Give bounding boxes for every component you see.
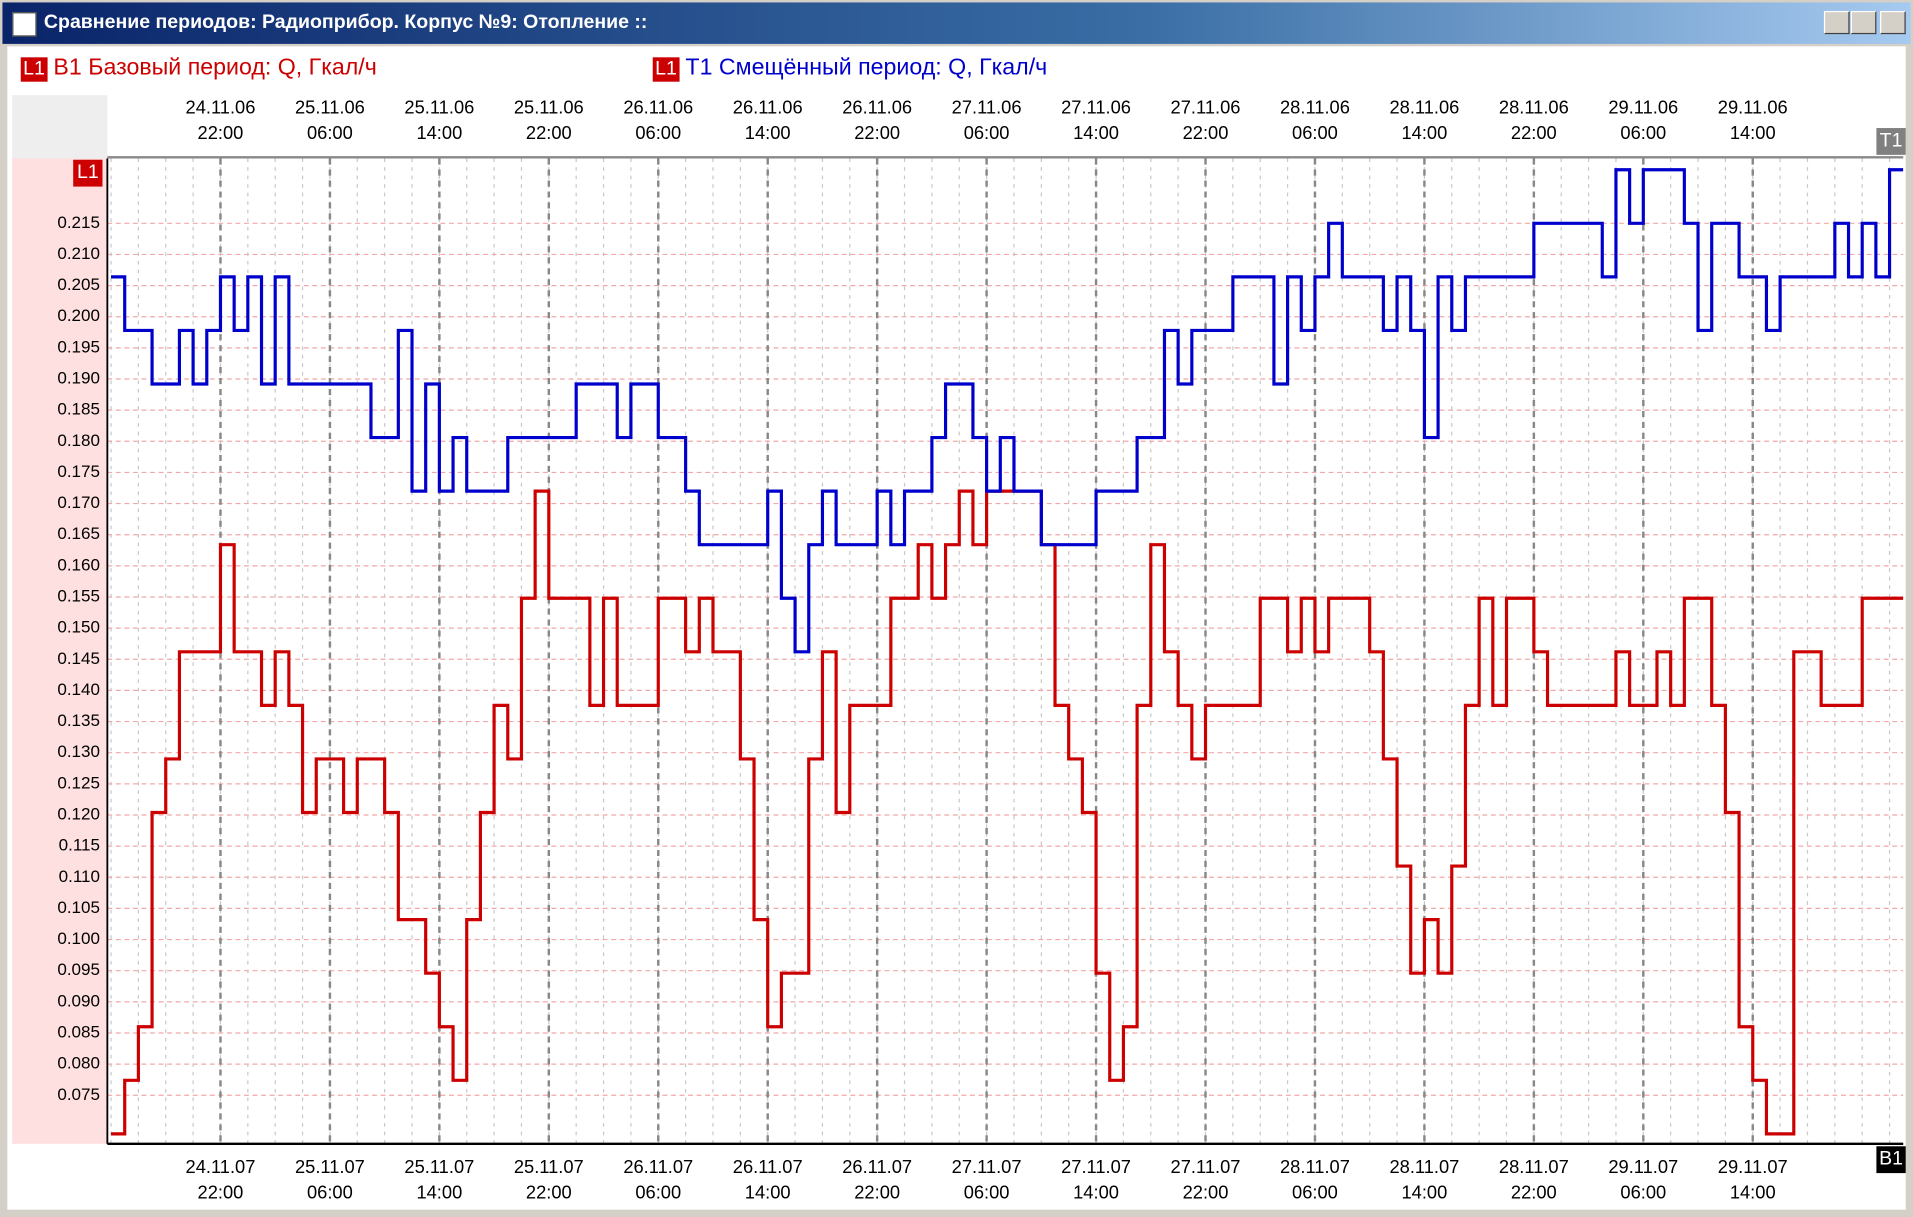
y-tick-label: 0.100 [57, 929, 100, 948]
y-tick-label: 0.185 [57, 400, 100, 419]
y-tick-label: 0.205 [57, 275, 100, 294]
y-tick-label: 0.120 [57, 805, 100, 824]
x-tick-label: 27.11.07 22:00 [1170, 1157, 1241, 1204]
app-icon [12, 12, 37, 37]
x-tick-label: 27.11.06 14:00 [1061, 97, 1131, 144]
x-tick-label: 29.11.07 06:00 [1608, 1157, 1679, 1204]
top-axis-label: T1 [1876, 128, 1906, 155]
series-layer [111, 168, 1904, 1136]
close-button[interactable] [1880, 10, 1906, 35]
y-tick-label: 0.130 [57, 742, 100, 761]
x-tick-label: 27.11.07 06:00 [951, 1157, 1022, 1204]
y-tick-label: 0.195 [57, 337, 100, 356]
y-tick-label: 0.125 [57, 773, 100, 792]
x-tick-label: 27.11.06 22:00 [1170, 97, 1241, 144]
y-tick-label: 0.160 [57, 555, 100, 574]
title-bar: Сравнение периодов: Радиоприбор. Корпус … [2, 2, 1911, 44]
y-tick-label: 0.140 [57, 680, 100, 699]
y-tick-label: 0.145 [57, 649, 100, 668]
x-tick-label: 25.11.07 06:00 [294, 1157, 365, 1204]
legend-badge: L1 [652, 57, 680, 82]
x-tick-label: 25.11.06 22:00 [513, 97, 584, 144]
legend-label: B1 Базовый период: Q, Гкал/ч [53, 54, 377, 81]
bottom-axis-label: B1 [1876, 1146, 1906, 1174]
x-tick-label: 26.11.07 06:00 [623, 1157, 694, 1204]
x-tick-label: 26.11.07 22:00 [842, 1157, 913, 1204]
y-tick-label: 0.150 [57, 618, 100, 637]
legend-badge: L1 [20, 57, 48, 82]
legend-entry: L1 B1 Базовый период: Q, Гкал/ч [20, 54, 377, 82]
x-tick-label: 27.11.06 06:00 [951, 97, 1022, 144]
y-tick-label: 0.135 [57, 711, 100, 730]
x-tick-label: 28.11.06 22:00 [1498, 97, 1569, 144]
series-line [111, 489, 1904, 1136]
y-tick-label: 0.180 [57, 431, 100, 450]
y-tick-label: 0.110 [59, 867, 100, 886]
x-tick-label: 28.11.06 06:00 [1280, 97, 1350, 144]
x-tick-label: 29.11.06 14:00 [1717, 97, 1788, 144]
series-line [111, 168, 1904, 654]
legend-label: T1 Смещённый период: Q, Гкал/ч [685, 54, 1048, 81]
y-tick-label: 0.105 [57, 898, 100, 917]
y-tick-label: 0.085 [57, 1022, 100, 1041]
y-tick-label: 0.155 [57, 587, 100, 606]
x-tick-label: 26.11.06 22:00 [842, 97, 913, 144]
y-tick-label: 0.090 [57, 991, 100, 1010]
x-tick-label: 26.11.07 14:00 [732, 1157, 803, 1204]
y-axis-label: L1 [73, 159, 103, 187]
x-tick-label: 28.11.07 14:00 [1389, 1157, 1460, 1204]
y-tick-label: 0.165 [57, 524, 100, 543]
x-tick-label: 25.11.06 06:00 [294, 97, 365, 144]
y-tick-label: 0.200 [57, 306, 100, 325]
x-tick-label: 26.11.06 14:00 [732, 97, 803, 144]
corner-band [12, 95, 108, 159]
x-tick-label: 24.11.06 22:00 [185, 97, 256, 144]
x-tick-label: 28.11.07 22:00 [1498, 1157, 1569, 1204]
y-axis-band [12, 158, 108, 1144]
x-tick-label: 26.11.06 06:00 [623, 97, 694, 144]
legend-entry: L1 T1 Смещённый период: Q, Гкал/ч [652, 54, 1048, 82]
x-tick-label: 25.11.07 14:00 [404, 1157, 475, 1204]
y-tick-label: 0.170 [57, 493, 100, 512]
grid [107, 158, 1904, 1144]
y-tick-label: 0.175 [57, 462, 100, 481]
y-tick-label: 0.210 [57, 244, 100, 263]
x-tick-label: 29.11.06 06:00 [1608, 97, 1679, 144]
y-tick-label: 0.190 [57, 369, 100, 388]
x-tick-label: 28.11.06 14:00 [1389, 97, 1460, 144]
x-tick-label: 25.11.07 22:00 [513, 1157, 584, 1204]
x-tick-label: 24.11.07 22:00 [185, 1157, 256, 1204]
x-tick-label: 27.11.07 14:00 [1061, 1157, 1131, 1204]
y-tick-label: 0.080 [57, 1054, 100, 1073]
y-tick-label: 0.095 [57, 960, 100, 979]
x-tick-label: 25.11.06 14:00 [404, 97, 475, 144]
maximize-button[interactable] [1850, 10, 1877, 35]
y-tick-label: 0.075 [57, 1085, 100, 1104]
y-tick-label: 0.115 [59, 836, 100, 855]
window-title: Сравнение периодов: Радиоприбор. Корпус … [43, 12, 648, 33]
x-tick-label: 29.11.07 14:00 [1717, 1157, 1788, 1204]
minimize-button[interactable] [1823, 10, 1850, 35]
y-tick-label: 0.215 [57, 213, 100, 232]
x-tick-label: 28.11.07 06:00 [1280, 1157, 1350, 1204]
